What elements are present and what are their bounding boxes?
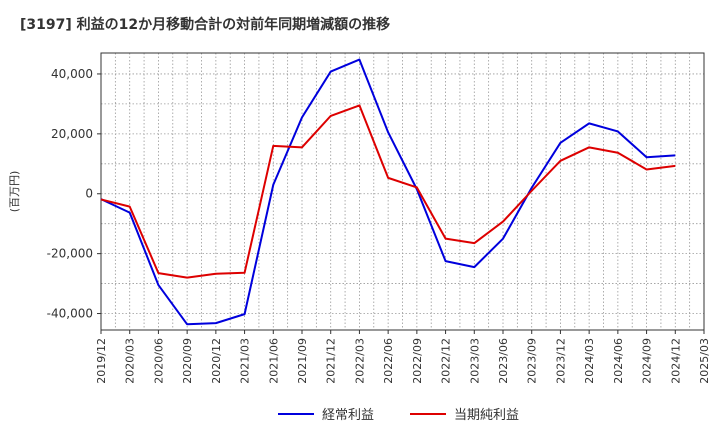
y-tick-label: -20,000 (47, 247, 93, 261)
x-tick-label: 2022/06 (382, 338, 395, 384)
x-tick-label: 2022/03 (353, 338, 366, 384)
x-tick-label: 2023/09 (526, 338, 539, 384)
x-tick-label: 2023/12 (554, 338, 567, 384)
x-axis-ticks: 2019/12 2020/03 2020/06 2020/09 2020/12 2021/… (95, 330, 711, 384)
series-layer (100, 58, 676, 326)
y-tick-label: 20,000 (51, 127, 93, 141)
x-tick-label: 2022/09 (411, 338, 424, 384)
y-axis-label: (百万円) (8, 171, 21, 213)
x-tick-label: 2024/06 (612, 338, 625, 384)
x-tick-label: 2023/06 (497, 338, 510, 384)
x-tick-label: 2021/03 (239, 338, 252, 384)
x-tick-label: 2025/03 (698, 338, 711, 384)
chart-title: [3197] 利益の12か月移動合計の対前年同期増減額の推移 (20, 17, 391, 33)
y-axis-ticks: -40,000 -20,000 0 20,000 40,000 (47, 67, 101, 321)
x-tick-label: 2021/06 (267, 338, 280, 384)
x-tick-label: 2019/12 (95, 338, 108, 384)
x-tick-label: 2020/09 (181, 338, 194, 384)
y-tick-label: 40,000 (51, 67, 93, 81)
legend: 経常利益 当期純利益 (278, 408, 519, 423)
x-tick-label: 2024/09 (641, 338, 654, 384)
x-tick-label: 2021/12 (325, 338, 338, 384)
x-tick-label: 2020/03 (124, 338, 137, 384)
x-tick-label: 2022/12 (440, 338, 453, 384)
y-tick-label: 0 (85, 187, 93, 201)
plot-frame (100, 52, 705, 331)
x-tick-label: 2024/12 (669, 338, 682, 384)
series-line-2 (100, 104, 676, 279)
y-tick-label: -40,000 (47, 307, 93, 321)
legend-label-2: 当期純利益 (454, 408, 519, 423)
grid-layer (101, 53, 704, 330)
x-tick-label: 2020/06 (152, 338, 165, 384)
legend-label-1: 経常利益 (322, 408, 374, 423)
x-tick-label: 2024/03 (583, 338, 596, 384)
x-tick-label: 2020/12 (210, 338, 223, 384)
series-line-1 (100, 58, 676, 326)
x-tick-label: 2023/03 (468, 338, 481, 384)
x-tick-label: 2021/09 (296, 338, 309, 384)
